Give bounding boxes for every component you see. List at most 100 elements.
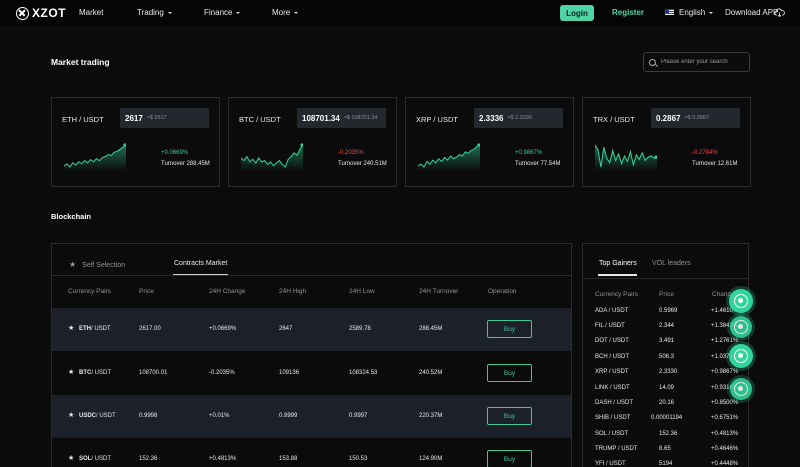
favorite-star-icon[interactable]: ★ [68,455,75,462]
buy-button[interactable]: Buy [487,407,532,425]
price-cell: 152.36 [139,456,158,462]
quote-symbol: / USDT [91,370,112,376]
list-item[interactable]: DOT / USDT 3.491 +1.2761% [583,338,748,353]
price-cell: 8.65 [659,446,671,452]
download-app-link[interactable]: Download APP [725,8,779,17]
card-price: 2.3336 [479,113,504,123]
list-item[interactable]: ADA / USDT 0.5969 +1.4610% [583,308,748,323]
card-price-box: 2.3336 ≈$ 2.3336 [474,108,563,128]
sparkline-end-dot [654,155,657,159]
coin-symbol: USDC [79,413,97,419]
tab-self-selection[interactable]: ★ Self Selection [69,260,125,269]
search-box[interactable] [643,52,750,72]
col-header-high: 24H High [279,288,307,295]
turnover-cell: 220.37M [419,413,443,419]
price-cell: 5194 [659,461,673,467]
turnover-cell: 288.45M [419,326,443,332]
pair-cell: DASH / USDT [595,400,634,406]
language-selector[interactable]: English [679,8,714,17]
nav-trading[interactable]: Trading [137,8,172,17]
tab-top-gainers[interactable]: Top Gainers [599,260,637,267]
list-item[interactable]: DASH / USDT 20.16 +0.8500% [583,400,748,415]
table-row[interactable]: ★ USDC/ USDT 0.9998 +0.01% 0.9999 0.9997… [52,395,571,438]
table-row[interactable]: ★ BTC/ USDT 108700.01 -0.2035% 109136 10… [52,352,571,395]
floating-service-button[interactable] [730,316,752,338]
market-card-trx[interactable]: TRX / USDT 0.2867 ≈$ 0.2867 -0.2784% Tur… [582,97,751,187]
tab-contracts-market[interactable]: Contracts Market [174,260,228,267]
logo[interactable]: XZOT [16,6,66,20]
pair-cell: XRP / USDT [595,369,629,375]
change-cell: +0.01% [209,413,230,419]
nav-market[interactable]: Market [79,8,103,17]
favorite-star-icon[interactable]: ★ [68,412,75,419]
card-approx-price: ≈$ 0.2867 [684,115,709,121]
register-link[interactable]: Register [612,8,645,17]
change-cell: +0.4646% [711,446,739,452]
chevron-down-icon [709,12,714,14]
price-cell: 20.16 [659,400,675,406]
buy-button[interactable]: Buy [487,364,532,382]
list-item[interactable]: YFI / USDT 5194 +0.4448% [583,461,748,467]
price-cell: 3.491 [659,338,675,344]
card-approx-price: ≈$ 2.3336 [507,115,532,121]
card-pair: ETH / USDT [62,115,104,124]
price-cell: 152.36 [659,431,678,437]
nav-finance[interactable]: Finance [204,8,241,17]
change-cell: +0.4448% [711,461,739,467]
list-item[interactable]: XRP / USDT 2.3330 +0.9867% [583,369,748,384]
cloud-download-icon[interactable] [774,8,785,17]
list-item[interactable]: TRUMP / USDT 8.65 +0.4646% [583,446,748,461]
change-cell: +0.9316% [711,385,739,391]
price-cell: 506.3 [659,354,675,360]
change-cell: +0.6751% [711,415,739,421]
floating-service-button[interactable] [729,289,753,313]
market-card-btc[interactable]: BTC / USDT 108701.34 ≈$ 108701.34 -0.203… [228,97,397,187]
list-item[interactable]: BCH / USDT 506.3 +1.0371% [583,354,748,369]
sparkline-end-dot [300,143,303,147]
list-item[interactable]: SHIB / USDT 0.00001194 +0.6751% [583,415,748,430]
price-cell: 2.344 [659,323,675,329]
card-pair: XRP / USDT [416,115,458,124]
market-card-eth[interactable]: ETH / USDT 2617 ≈$ 2617 +0.0669% Turnove… [51,97,220,187]
quote-symbol: / USDT [96,413,116,419]
card-price: 108701.34 [302,113,340,123]
sparkline-area [64,145,126,171]
market-card-xrp[interactable]: XRP / USDT 2.3336 ≈$ 2.3336 +0.9867% Tur… [405,97,574,187]
table-row[interactable]: ★ SOL/ USDT 152.36 +0.4813% 153.88 150.5… [52,438,571,467]
price-cell: 108700.01 [139,370,168,376]
price-cell: 0.5969 [659,308,678,314]
active-tab-indicator [598,274,637,276]
sparkline-area [595,145,657,171]
change-cell: +1.4610% [711,308,739,314]
login-button[interactable]: Login [560,5,594,21]
turnover-cell: 240.52M [419,370,443,376]
table-row[interactable]: ★ ETH/ USDT 2617.00 +0.0669% 2647 2589.7… [52,308,571,351]
quote-symbol: / USDT [91,456,112,462]
favorite-star-icon[interactable]: ★ [68,325,75,332]
favorite-star-icon[interactable]: ★ [68,369,75,376]
list-item[interactable]: SOL / USDT 152.36 +0.4813% [583,431,748,446]
sparkline-line [595,144,657,168]
buy-button[interactable]: Buy [487,450,532,467]
sparkline-line [418,144,480,168]
sparkline-end-dot [477,143,480,147]
floating-service-button[interactable] [730,378,752,400]
headset-icon [734,349,748,363]
card-turnover: Turnover 240.51M [338,161,387,167]
floating-service-button[interactable] [729,344,753,368]
nav-more[interactable]: More [272,8,299,17]
card-turnover: Turnover 77.54M [515,161,561,167]
card-pair: BTC / USDT [239,115,281,124]
pair-cell: BCH / USDT [595,354,630,360]
card-turnover: Turnover 288.45M [161,161,210,167]
coin-symbol: ETH [79,326,91,332]
change-cell: +1.0371% [711,354,739,360]
list-item[interactable]: FIL / USDT 2.344 +1.3841% [583,323,748,338]
buy-button[interactable]: Buy [487,320,532,338]
card-price-box: 108701.34 ≈$ 108701.34 [297,108,386,128]
search-input[interactable] [661,59,746,65]
pair-cell: TRUMP / USDT [595,446,638,452]
quote-symbol: / USDT [91,326,111,332]
list-item[interactable]: LINK / USDT 14.09 +0.9316% [583,385,748,400]
tab-vol-leaders[interactable]: VOL leaders [652,260,691,267]
